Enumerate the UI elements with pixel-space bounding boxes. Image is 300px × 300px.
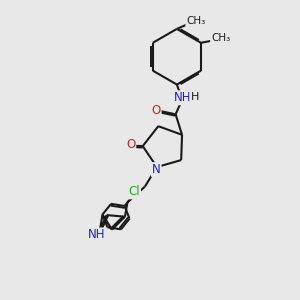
Text: N: N: [152, 163, 161, 176]
Text: NH: NH: [88, 228, 105, 242]
Text: O: O: [126, 138, 135, 151]
Text: CH₃: CH₃: [211, 33, 230, 43]
Text: NH: NH: [174, 91, 191, 104]
Text: O: O: [152, 104, 160, 117]
Text: Cl: Cl: [128, 185, 140, 198]
Text: CH₃: CH₃: [186, 16, 206, 26]
Text: H: H: [190, 92, 199, 102]
